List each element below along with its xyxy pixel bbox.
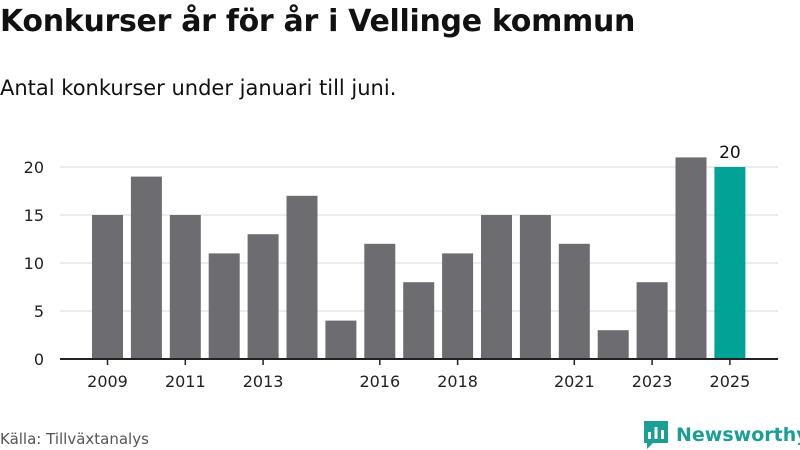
- x-tick-label: 2025: [710, 372, 751, 391]
- y-tick-label: 15: [24, 206, 44, 225]
- bar-2022: [597, 330, 629, 359]
- y-tick-label: 20: [24, 158, 44, 177]
- bar-2025: [714, 167, 746, 359]
- bar-2024: [675, 157, 707, 359]
- bar-2017: [403, 282, 435, 359]
- newsworthy-logo-icon: [644, 421, 668, 449]
- source-note: Källa: Tillväxtanalys: [0, 430, 149, 448]
- bar-2012: [208, 253, 240, 359]
- bar-2015: [325, 320, 357, 359]
- x-tick-label: 2013: [243, 372, 284, 391]
- bar-2018: [442, 253, 474, 359]
- y-tick-label: 10: [24, 254, 44, 273]
- brand-logo[interactable]: Newsworthy: [644, 420, 800, 450]
- y-tick-label: 5: [34, 302, 44, 321]
- bar-2023: [636, 282, 668, 359]
- bar-2011: [169, 215, 201, 359]
- bar-2020: [519, 215, 551, 359]
- bar-2009: [92, 215, 123, 359]
- x-tick-label: 2023: [632, 372, 673, 391]
- chart-title: Konkurser år för år i Vellinge kommun: [0, 4, 636, 39]
- bar-2014: [286, 195, 318, 359]
- x-tick-label: 2016: [359, 372, 400, 391]
- data-label-2025: 20: [719, 143, 741, 163]
- bar-chart: 0 5 10 15 20 2009 2011 2013 2016 2018 2021 2023 2025…: [24, 143, 778, 391]
- bar-2010: [130, 176, 162, 359]
- brand-name: Newsworthy: [676, 424, 800, 446]
- y-tick-label: 0: [34, 350, 44, 369]
- bar-2013: [247, 234, 279, 359]
- bar-2021: [558, 243, 590, 359]
- chart-subtitle: Antal konkurser under januari till juni.: [0, 76, 397, 100]
- x-tick-label: 2021: [554, 372, 595, 391]
- x-tick-label: 2018: [437, 372, 478, 391]
- bar-2019: [481, 215, 512, 359]
- x-tick-label: 2009: [87, 372, 128, 391]
- x-tick-label: 2011: [165, 372, 206, 391]
- bar-2016: [364, 243, 396, 359]
